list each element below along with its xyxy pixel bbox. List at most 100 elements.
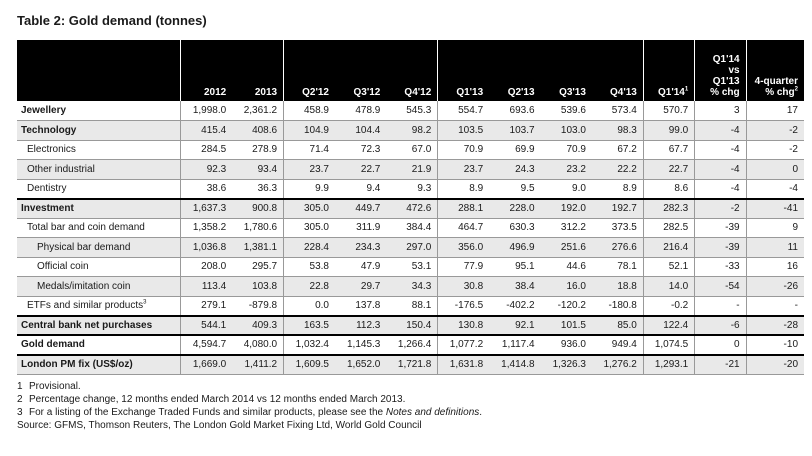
cell-q3-13: 70.9	[540, 140, 592, 160]
cell-q1-14: 1,074.5	[642, 334, 695, 355]
cell-2013: 4,080.0	[232, 334, 284, 355]
cell-q2-12: 53.8	[283, 257, 335, 277]
row-label-footnote: 3	[143, 299, 147, 306]
cell-q2-12: 228.4	[283, 237, 335, 258]
row-label: Official coin	[17, 257, 181, 277]
cell-q4-12: 150.4	[386, 314, 438, 336]
row-label: Investment	[17, 197, 181, 219]
cell-q2-13: -402.2	[489, 296, 541, 316]
cell-2012: 208.0	[180, 257, 233, 277]
cell-q1-14: 99.0	[642, 120, 695, 141]
cell-2013: 278.9	[232, 140, 284, 160]
cell-q2-13: 92.1	[489, 314, 541, 336]
cell-2013: 1,780.6	[232, 218, 284, 238]
row-label-text: Other industrial	[27, 163, 95, 175]
cell-q2-12: 71.4	[283, 140, 335, 160]
row-gold-demand: Gold demand 4,594.7 4,080.0 1,032.4 1,145.3 1…	[17, 334, 804, 355]
cell-q1-14: 22.7	[642, 159, 695, 180]
cell-q1-13: 8.9	[437, 179, 490, 199]
cell-2013: 295.7	[232, 257, 284, 277]
cell-q4-12: 384.4	[386, 218, 438, 238]
header-q1-chg: Q1'14 vs Q1'13 % chg	[694, 40, 747, 101]
footnotes: 1 Provisional. 2 Percentage change, 12 mon…	[17, 380, 482, 432]
cell-2012: 1,036.8	[180, 237, 233, 258]
cell-2012: 284.5	[180, 140, 233, 160]
row-label-text: Official coin	[37, 261, 89, 273]
cell-q4-13: 8.9	[591, 179, 644, 199]
header-chg-line-4: % chg	[710, 87, 740, 98]
footnote-2-number: 2	[17, 394, 23, 405]
cell-q3-13: 192.0	[540, 197, 592, 219]
table-title: Table 2: Gold demand (tonnes)	[17, 13, 207, 28]
cell-4q-chg: 11	[745, 237, 804, 258]
footnote-3-link[interactable]: Notes and definitions	[385, 407, 480, 418]
footnote-1-number: 1	[17, 381, 23, 392]
cell-q1-chg: -2	[694, 197, 747, 219]
cell-2012: 1,998.0	[180, 101, 233, 121]
cell-2012: 1,669.0	[180, 353, 233, 375]
footnote-1: 1 Provisional.	[17, 380, 482, 393]
cell-q1-13: 288.1	[437, 197, 490, 219]
row-medals-imitation: Medals/imitation coin 113.4 103.8 22.8 29.7 3…	[17, 276, 804, 297]
cell-q3-13: 312.2	[540, 218, 592, 238]
row-etfs: ETFs and similar products3 279.1 -879.8 0.0…	[17, 296, 804, 316]
cell-q2-13: 103.7	[489, 120, 541, 141]
cell-4q-chg: 0	[745, 159, 804, 180]
header-q1-14-sup: 1	[684, 86, 689, 93]
cell-q1-13: 1,631.8	[437, 353, 490, 375]
cell-q1-chg: -39	[694, 237, 747, 258]
cell-q3-13: 101.5	[540, 314, 592, 336]
cell-q1-13: 70.9	[437, 140, 490, 160]
cell-2013: -879.8	[232, 296, 284, 316]
cell-q3-12: 234.3	[334, 237, 387, 258]
cell-q2-12: 305.0	[283, 218, 335, 238]
header-q4-13: Q4'13	[591, 40, 644, 101]
cell-q3-12: 478.9	[334, 101, 387, 121]
row-label: Dentistry	[17, 179, 181, 199]
cell-q2-12: 163.5	[283, 314, 335, 336]
cell-4q-chg: -2	[745, 140, 804, 160]
row-jewellery: Jewellery 1,998.0 2,361.2 458.9 478.9 545.3 55…	[17, 101, 804, 121]
cell-q3-12: 72.3	[334, 140, 387, 160]
cell-q3-13: 44.6	[540, 257, 592, 277]
row-label: Total bar and coin demand	[17, 218, 181, 238]
cell-q2-13: 24.3	[489, 159, 541, 180]
cell-q4-13: 276.6	[591, 237, 644, 258]
row-label-text: Dentistry	[27, 183, 67, 194]
cell-q4-13: 67.2	[591, 140, 644, 160]
header-chg4-line-1: 4-quarter	[754, 76, 798, 87]
cell-q2-13: 630.3	[489, 218, 541, 238]
cell-q3-13: 23.2	[540, 159, 592, 180]
row-label: Medals/imitation coin	[17, 276, 181, 297]
cell-q2-13: 9.5	[489, 179, 541, 199]
cell-q4-13: -180.8	[591, 296, 644, 316]
cell-q1-13: 23.7	[437, 159, 490, 180]
cell-q3-12: 1,145.3	[334, 334, 387, 355]
cell-q3-12: 9.4	[334, 179, 387, 199]
cell-q2-13: 69.9	[489, 140, 541, 160]
cell-q3-12: 311.9	[334, 218, 387, 238]
cell-q1-chg: -6	[694, 314, 747, 336]
cell-2012: 415.4	[180, 120, 233, 141]
row-label-text: Electronics	[27, 144, 76, 156]
header-q1-13: Q1'13	[437, 40, 490, 101]
header-chg-line-1: Q1'14	[712, 54, 740, 65]
cell-q1-14: 8.6	[642, 179, 695, 199]
cell-q2-13: 496.9	[489, 237, 541, 258]
header-q3-12: Q3'12	[334, 40, 387, 101]
cell-4q-chg: 17	[745, 101, 804, 121]
cell-4q-chg: 9	[745, 218, 804, 238]
cell-q4-12: 545.3	[386, 101, 438, 121]
cell-q1-chg: -54	[694, 276, 747, 297]
header-q3-13: Q3'13	[540, 40, 592, 101]
header-4q-chg: 4-quarter % chg2	[745, 40, 804, 101]
cell-q3-13: 9.0	[540, 179, 592, 199]
cell-q4-13: 98.3	[591, 120, 644, 141]
row-technology: Technology 415.4 408.6 104.9 104.4 98.2 103.5 1…	[17, 120, 804, 141]
footnote-1-text: Provisional.	[29, 381, 81, 392]
cell-q4-13: 192.7	[591, 197, 644, 219]
cell-q3-12: 449.7	[334, 197, 387, 219]
header-q1-14-text: Q1'14	[658, 87, 685, 98]
source-line: Source: GFMS, Thomson Reuters, The Londo…	[17, 420, 422, 431]
row-label-text: Total bar and coin demand	[27, 222, 145, 234]
